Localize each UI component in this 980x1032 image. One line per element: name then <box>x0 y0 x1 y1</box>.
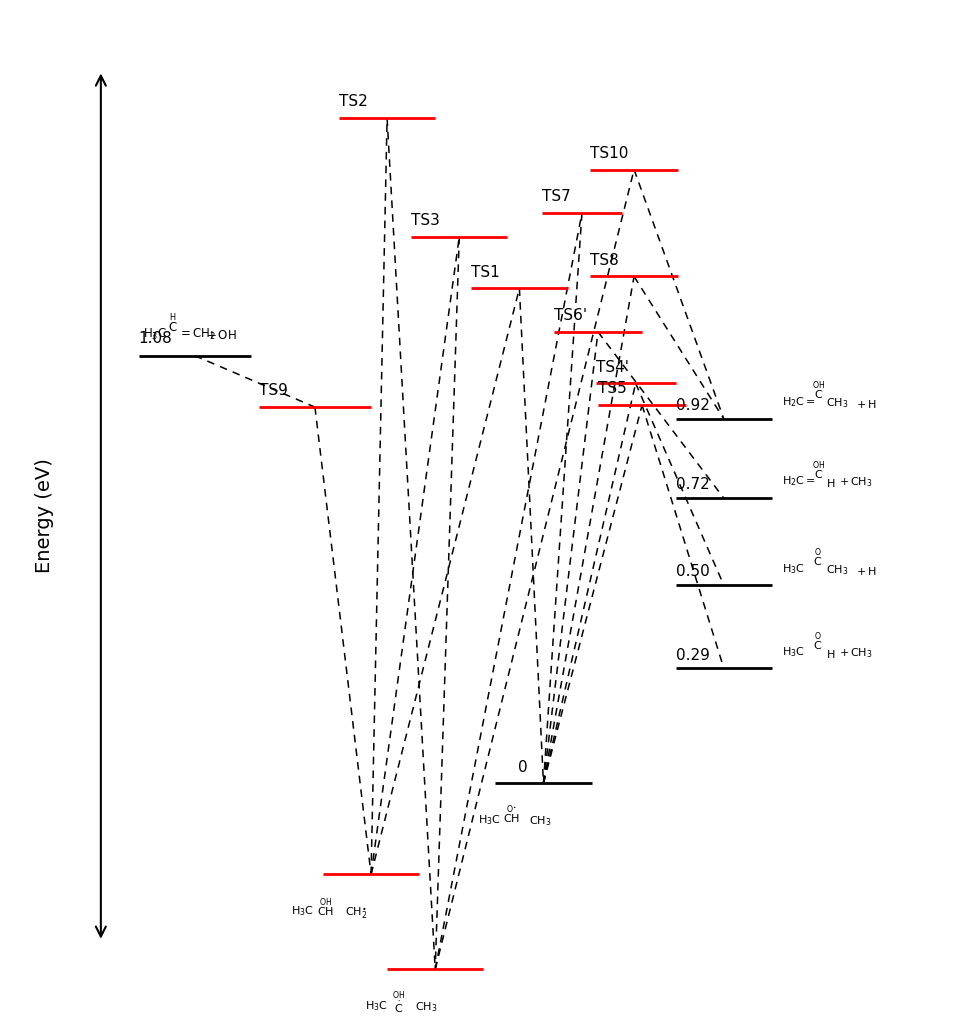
Text: $\mathregular{\overset{H}{C}}$: $\mathregular{\overset{H}{C}}$ <box>169 312 177 334</box>
Text: $\mathregular{H_2C{=}}$: $\mathregular{H_2C{=}}$ <box>782 475 816 488</box>
Text: $\mathregular{=CH_2}$: $\mathregular{=CH_2}$ <box>177 327 216 342</box>
Text: TS8: TS8 <box>590 253 618 267</box>
Text: TS7: TS7 <box>542 190 570 204</box>
Text: $\mathregular{H_3C}$: $\mathregular{H_3C}$ <box>782 646 806 659</box>
Text: 0.50: 0.50 <box>676 565 710 579</box>
Text: TS5: TS5 <box>598 382 627 396</box>
Text: TS1: TS1 <box>471 264 500 280</box>
Text: $\mathregular{CH_3}$: $\mathregular{CH_3}$ <box>416 1000 438 1014</box>
Text: $\mathregular{\overset{O}{C}}$: $\mathregular{\overset{O}{C}}$ <box>812 547 822 570</box>
Text: $\mathregular{H_3C}$: $\mathregular{H_3C}$ <box>142 327 167 342</box>
Text: $\mathregular{H_3C}$: $\mathregular{H_3C}$ <box>366 999 388 1012</box>
Text: 1.08: 1.08 <box>138 330 172 346</box>
Text: $\mathregular{H}$: $\mathregular{H}$ <box>826 477 835 489</box>
Text: $\mathregular{+\,OH}$: $\mathregular{+\,OH}$ <box>206 329 236 342</box>
Text: $\mathregular{H_2C{=}}$: $\mathregular{H_2C{=}}$ <box>782 395 816 409</box>
Text: Energy (eV): Energy (eV) <box>34 458 54 574</box>
Text: 0.29: 0.29 <box>676 647 710 663</box>
Text: $\mathregular{CH_3}$: $\mathregular{CH_3}$ <box>826 563 848 577</box>
Text: TS9: TS9 <box>259 384 288 398</box>
Text: 0.72: 0.72 <box>676 477 710 492</box>
Text: 0: 0 <box>517 760 527 775</box>
Text: $\mathregular{H_3C}$: $\mathregular{H_3C}$ <box>477 813 501 827</box>
Text: $\mathregular{\overset{OH}{C}}$: $\mathregular{\overset{OH}{C}}$ <box>812 380 825 402</box>
Text: $\mathregular{H_3C}$: $\mathregular{H_3C}$ <box>291 904 314 917</box>
Text: TS10: TS10 <box>590 146 628 161</box>
Text: $\mathregular{+\,H}$: $\mathregular{+\,H}$ <box>857 565 876 577</box>
Text: $\mathregular{CH_2^{\bullet}}$: $\mathregular{CH_2^{\bullet}}$ <box>345 905 367 921</box>
Text: 0.92: 0.92 <box>676 398 710 413</box>
Text: $\mathregular{\overset{OH}{C}}$: $\mathregular{\overset{OH}{C}}$ <box>812 459 825 482</box>
Text: $\mathregular{\overset{OH}{\dot{C}}}$: $\mathregular{\overset{OH}{\dot{C}}}$ <box>392 991 405 1017</box>
Text: TS3: TS3 <box>412 214 440 228</box>
Text: $\mathregular{\overset{OH}{CH}}$: $\mathregular{\overset{OH}{CH}}$ <box>318 896 334 918</box>
Text: $\mathregular{+\,CH_3}$: $\mathregular{+\,CH_3}$ <box>839 646 873 660</box>
Text: TS2: TS2 <box>339 94 368 109</box>
Text: $\mathregular{H}$: $\mathregular{H}$ <box>826 648 835 660</box>
Text: $\mathregular{H_3C}$: $\mathregular{H_3C}$ <box>782 562 806 576</box>
Text: $\mathregular{\overset{O^{\bullet}}{CH}}$: $\mathregular{\overset{O^{\bullet}}{CH}}… <box>504 804 520 826</box>
Text: $\mathregular{+\,H}$: $\mathregular{+\,H}$ <box>857 398 876 410</box>
Text: TS6': TS6' <box>554 309 587 323</box>
Text: $\mathregular{CH_3}$: $\mathregular{CH_3}$ <box>529 814 552 828</box>
Text: $\mathregular{+\,CH_3}$: $\mathregular{+\,CH_3}$ <box>839 476 873 489</box>
Text: TS4': TS4' <box>596 359 628 375</box>
Text: $\mathregular{\overset{O}{C}}$: $\mathregular{\overset{O}{C}}$ <box>812 631 822 652</box>
Text: $\mathregular{CH_3}$: $\mathregular{CH_3}$ <box>826 396 848 410</box>
